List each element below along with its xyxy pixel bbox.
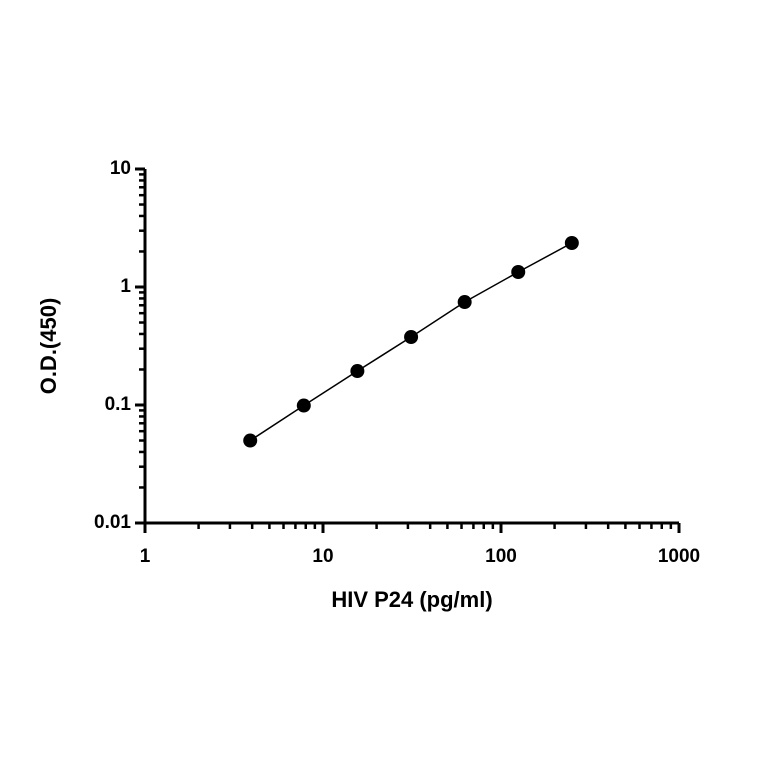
x-tick-label: 10 bbox=[312, 546, 333, 567]
data-point bbox=[457, 295, 472, 310]
y-tick-label: 0.1 bbox=[105, 394, 132, 415]
y-tick-label: 10 bbox=[110, 158, 131, 179]
data-point bbox=[511, 265, 526, 280]
data-point bbox=[404, 329, 419, 344]
y-tick-label: 1 bbox=[120, 276, 131, 297]
data-point bbox=[296, 398, 311, 413]
data-point bbox=[243, 433, 258, 448]
y-axis-title: O.D.(450) bbox=[36, 298, 61, 395]
y-tick-label: 0.01 bbox=[94, 512, 131, 533]
data-point bbox=[564, 235, 579, 250]
x-axis-title: HIV P24 (pg/ml) bbox=[331, 587, 492, 612]
x-tick-label: 100 bbox=[485, 546, 517, 567]
x-tick-label: 1000 bbox=[658, 546, 700, 567]
x-tick-label: 1 bbox=[140, 546, 151, 567]
data-point bbox=[350, 364, 365, 379]
